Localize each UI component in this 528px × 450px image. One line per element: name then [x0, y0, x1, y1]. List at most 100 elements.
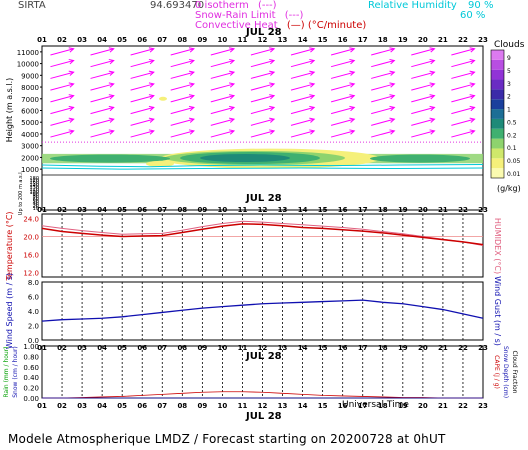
- hour-label-top: 16: [338, 36, 348, 44]
- wind-arrow-head: [269, 105, 276, 112]
- wind-arrow: [411, 83, 435, 91]
- wind-arrow: [250, 83, 275, 91]
- cloud-scale-tick: 0.01: [507, 171, 521, 178]
- wind-arrow: [50, 71, 74, 79]
- temp-tick: 24.0: [23, 216, 39, 224]
- temp-tick: 20.0: [23, 234, 39, 242]
- wind-arrow: [170, 130, 195, 138]
- cloud-scale-frame: [490, 49, 505, 179]
- gust-axis-label: Wind Gust (m / s): [493, 276, 502, 346]
- lower-date-label: JUL 28: [246, 351, 282, 362]
- hour-label-mid: 11: [238, 206, 248, 214]
- wind-arrow: [371, 106, 395, 115]
- wind-arrow-head: [68, 105, 75, 112]
- cloud-scale-segment: [491, 118, 504, 129]
- cloud-scale-segment: [491, 109, 504, 119]
- height-tick: 4000: [21, 131, 39, 139]
- wind-arrow-head: [108, 58, 115, 65]
- wind-arrow: [130, 130, 154, 138]
- cloud-scale-tick: 1: [507, 107, 511, 114]
- wind-arrow-head: [469, 70, 476, 76]
- wind-arrow-head: [148, 58, 155, 65]
- wind-arrow: [90, 60, 114, 68]
- height-tick: 3000: [21, 143, 39, 151]
- hour-label-bottom: 08: [177, 402, 187, 410]
- wind-arrow: [371, 130, 395, 138]
- wind-arrow: [130, 48, 154, 56]
- wind-arrow: [411, 95, 435, 103]
- wind-arrow: [411, 48, 435, 56]
- cloud-scale-tick: 3: [507, 81, 511, 88]
- wind-arrow-head: [309, 129, 316, 135]
- wind-arrow: [210, 83, 235, 91]
- wind-arrow-head: [68, 94, 75, 100]
- wind-arrow: [371, 118, 395, 126]
- rain-axis-label: Rain (mm / hour): [3, 346, 10, 397]
- hour-label-mid: 04: [97, 206, 107, 214]
- hour-label-bottom: 07: [157, 402, 167, 410]
- wind-arrow-head: [148, 70, 155, 76]
- hour-label-mid: 15: [318, 206, 328, 214]
- wind-arrow: [250, 118, 275, 126]
- hour-label-mid: 01: [37, 206, 47, 214]
- legend-snow-rain-label: Snow-Rain Limit: [195, 10, 276, 21]
- rh-contour-1: [41, 167, 484, 170]
- wind-arrow-head: [148, 47, 155, 53]
- cloud-blob-teal: [200, 153, 290, 162]
- legend-rh-60: 60 %: [460, 10, 485, 21]
- cloud-scale-segment: [491, 128, 504, 139]
- wind-arrow: [130, 118, 154, 126]
- wind-arrow: [411, 118, 435, 126]
- wind-arrow-head: [229, 82, 236, 88]
- wind-arrow: [451, 60, 475, 68]
- wind-arrow-head: [229, 117, 236, 123]
- wind-arrow-head: [349, 117, 356, 123]
- wind-arrow: [90, 95, 114, 103]
- wind-arrow: [90, 130, 114, 138]
- wind-arrow-head: [349, 70, 356, 76]
- cloud-scale-segment: [491, 69, 504, 80]
- wind-arrow: [50, 130, 74, 138]
- wind-arrow: [210, 118, 235, 126]
- wind-tick: 2.0: [28, 323, 39, 331]
- hour-label-mid: 19: [398, 206, 408, 214]
- hour-label-top: 18: [378, 36, 388, 44]
- wind-arrow: [90, 48, 114, 56]
- wind-arrow-head: [188, 117, 195, 123]
- wind-arrow: [290, 83, 315, 91]
- wind-arrow: [210, 130, 235, 138]
- wind-arrow: [451, 118, 475, 126]
- hour-label-bottom: 03: [77, 402, 87, 410]
- wind-arrow: [330, 118, 355, 126]
- rh-contour-0: [41, 163, 484, 168]
- wind-arrow: [170, 95, 195, 103]
- height-axis-label: Height (m a.s.l.): [5, 78, 14, 143]
- wind-arrow: [290, 71, 315, 79]
- hour-label-mid: 09: [197, 206, 207, 214]
- cape-axis-label: CAPE (J / g): [493, 355, 500, 389]
- temperature-series-line: [41, 223, 484, 246]
- wind-arrow-head: [188, 129, 195, 135]
- hour-label-bottom: 17: [358, 402, 368, 410]
- cloud-scale-tick: 2: [507, 94, 511, 101]
- temp-tick: 16.0: [23, 252, 39, 260]
- wind-arrow-head: [429, 117, 436, 123]
- wind-arrow: [451, 83, 475, 91]
- wind-arrow-head: [349, 82, 356, 88]
- hour-label-bottom: 13: [278, 402, 288, 410]
- hour-label-top: 23: [478, 36, 488, 44]
- hour-label-bottom: 18: [378, 402, 388, 410]
- wind-arrow-head: [108, 47, 115, 53]
- wind-arrow-head: [148, 117, 155, 123]
- wind-arrow: [130, 95, 154, 103]
- wind-tick: 0.0: [28, 337, 39, 345]
- cloud-scale-tick: 0.2: [507, 132, 517, 139]
- wind-arrow: [451, 130, 475, 138]
- hour-label-bottom: 19: [398, 402, 408, 410]
- height-tick: 11000: [17, 49, 39, 57]
- humidex-series-line: [41, 220, 484, 246]
- wind-arrow-head: [148, 105, 155, 112]
- wind-arrow-head: [389, 117, 396, 123]
- wind-arrow-head: [389, 70, 396, 76]
